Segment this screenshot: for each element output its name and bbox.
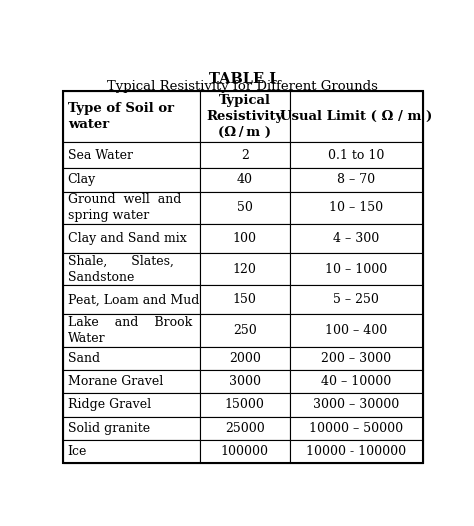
Bar [290, 253, 423, 285]
Text: Sea Water: Sea Water [68, 149, 133, 161]
Text: Sand: Sand [68, 352, 100, 365]
Text: 2: 2 [241, 149, 249, 161]
Bar [200, 224, 290, 253]
Bar [200, 142, 290, 168]
Text: Typical Resistivity for Different Grounds: Typical Resistivity for Different Ground… [108, 80, 378, 93]
Bar [290, 285, 423, 315]
Bar [290, 315, 423, 347]
Text: 150: 150 [233, 294, 256, 306]
Bar [200, 285, 290, 315]
Bar [290, 393, 423, 417]
Text: 100: 100 [233, 232, 257, 245]
Bar [290, 417, 423, 440]
Bar [200, 347, 290, 370]
Bar [200, 370, 290, 393]
Bar [290, 191, 423, 224]
Text: 15000: 15000 [225, 399, 264, 411]
Bar [200, 253, 290, 285]
Text: Ice: Ice [68, 445, 87, 458]
Bar [63, 90, 200, 142]
Bar [200, 417, 290, 440]
Bar [63, 370, 200, 393]
Text: 5 – 250: 5 – 250 [333, 294, 379, 306]
Text: Solid granite: Solid granite [68, 422, 150, 435]
Text: 120: 120 [233, 262, 256, 276]
Text: 40 – 10000: 40 – 10000 [321, 375, 392, 388]
Bar [290, 347, 423, 370]
Text: 10000 - 100000: 10000 - 100000 [306, 445, 406, 458]
Bar [63, 253, 200, 285]
Text: Ridge Gravel: Ridge Gravel [68, 399, 151, 411]
Text: Clay and Sand mix: Clay and Sand mix [68, 232, 186, 245]
Text: Peat, Loam and Mud: Peat, Loam and Mud [68, 294, 199, 306]
Text: 100 – 400: 100 – 400 [325, 324, 387, 337]
Bar [63, 285, 200, 315]
Text: 2000: 2000 [229, 352, 261, 365]
Bar [63, 315, 200, 347]
Text: 50: 50 [237, 201, 253, 214]
Bar [63, 191, 200, 224]
Text: 40: 40 [237, 174, 253, 186]
Bar [63, 440, 200, 463]
Bar [290, 168, 423, 191]
Bar [200, 440, 290, 463]
Text: 4 – 300: 4 – 300 [333, 232, 380, 245]
Text: 3000: 3000 [229, 375, 261, 388]
Bar [290, 142, 423, 168]
Bar [63, 347, 200, 370]
Bar [290, 224, 423, 253]
Bar [200, 191, 290, 224]
Text: Typical
Resistivity
(Ω / m ): Typical Resistivity (Ω / m ) [206, 94, 283, 139]
Bar [290, 440, 423, 463]
Text: Type of Soil or
water: Type of Soil or water [68, 102, 174, 131]
Bar [290, 90, 423, 142]
Bar [63, 393, 200, 417]
Text: Usual Limit ( Ω / m ): Usual Limit ( Ω / m ) [280, 110, 432, 123]
Text: 10 – 1000: 10 – 1000 [325, 262, 387, 276]
Bar [200, 168, 290, 191]
Bar [200, 315, 290, 347]
Text: Morane Gravel: Morane Gravel [68, 375, 163, 388]
Text: 10 – 150: 10 – 150 [329, 201, 383, 214]
Text: 3000 – 30000: 3000 – 30000 [313, 399, 400, 411]
Text: Ground  well  and
spring water: Ground well and spring water [68, 193, 181, 222]
Text: 25000: 25000 [225, 422, 264, 435]
Bar [200, 393, 290, 417]
Bar [63, 168, 200, 191]
Bar [63, 417, 200, 440]
Text: 200 – 3000: 200 – 3000 [321, 352, 392, 365]
Bar [200, 90, 290, 142]
Bar [63, 142, 200, 168]
Text: TABLE I: TABLE I [210, 73, 276, 86]
Text: 0.1 to 10: 0.1 to 10 [328, 149, 384, 161]
Text: Lake    and    Brook
Water: Lake and Brook Water [68, 316, 192, 345]
Text: Shale,      Slates,
Sandstone: Shale, Slates, Sandstone [68, 255, 173, 284]
Bar [290, 370, 423, 393]
Bar [63, 224, 200, 253]
Text: 10000 – 50000: 10000 – 50000 [309, 422, 403, 435]
Text: 8 – 70: 8 – 70 [337, 174, 375, 186]
Text: Clay: Clay [68, 174, 96, 186]
Text: 100000: 100000 [221, 445, 269, 458]
Text: 250: 250 [233, 324, 256, 337]
